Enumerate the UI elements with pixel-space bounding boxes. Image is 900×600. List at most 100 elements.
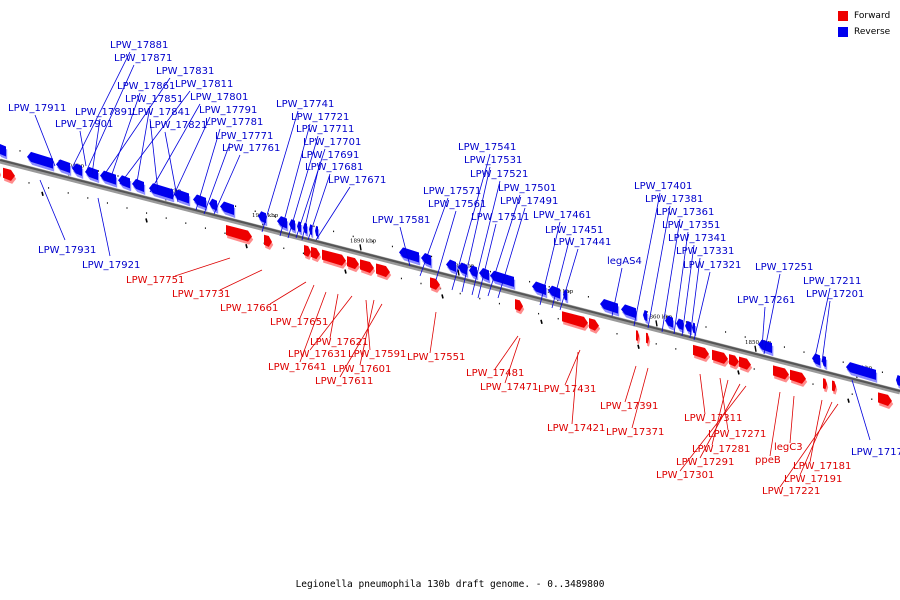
- leader-line: [763, 273, 781, 355]
- gene-label: LPW_17281: [692, 444, 750, 455]
- leader-line: [429, 311, 437, 354]
- gene-label: LPW_17341: [668, 233, 726, 244]
- tick-label: 1920 kbp: [58, 163, 85, 169]
- tick-label: 1860 kbp: [646, 314, 673, 320]
- gene-label: LPW_17581: [372, 215, 430, 226]
- gene-label: LPW_17741: [276, 99, 334, 110]
- gene-label: LPW_17541: [458, 142, 516, 153]
- leader-line: [504, 337, 521, 384]
- backbone-line: [0, 159, 900, 392]
- gene-label: LPW_17911: [8, 103, 66, 114]
- leader-line: [261, 110, 299, 233]
- gene-label: LPW_17481: [466, 368, 524, 379]
- leader-line: [174, 257, 231, 277]
- leader-line: [689, 257, 701, 339]
- leader-line: [195, 128, 221, 211]
- leader-line: [149, 118, 159, 193]
- reverse-gene: [458, 262, 467, 275]
- label-leader-lines: [34, 51, 871, 488]
- gene-label: LPW_17801: [190, 92, 248, 103]
- leader-line: [419, 197, 449, 277]
- leader-line: [661, 218, 681, 333]
- leader-line: [39, 179, 66, 241]
- gene-label: LPW_17551: [407, 352, 465, 363]
- gene-label: LPW_17821: [149, 120, 207, 131]
- gene-label: LPW_17831: [156, 66, 214, 77]
- map-caption: Legionella pneumophila 130b draft genome…: [295, 579, 605, 590]
- reverse-gene: [532, 281, 546, 296]
- legend-reverse-label: Reverse: [854, 27, 891, 37]
- leader-line: [213, 154, 241, 215]
- forward-swatch: [838, 11, 848, 21]
- reverse-gene: [132, 178, 144, 192]
- gene-label: LPW_17891: [75, 107, 133, 118]
- leader-line: [399, 226, 411, 267]
- leader-line: [679, 385, 747, 472]
- gene-label: LPW_17591: [348, 349, 406, 360]
- leader-line: [309, 295, 353, 351]
- reverse-gene: [258, 211, 266, 224]
- gene-label: LPW_17201: [806, 289, 864, 300]
- major-tick: [754, 345, 757, 352]
- leader-line: [307, 173, 331, 241]
- reverse-gene: [665, 315, 673, 328]
- forward-gene: [832, 380, 836, 392]
- forward-gene: [823, 378, 827, 390]
- leader-line: [559, 248, 579, 311]
- gene-label: LPW_17261: [737, 295, 795, 306]
- legend-forward: Forward: [838, 8, 890, 24]
- leader-line: [85, 64, 135, 173]
- leader-line: [461, 166, 491, 293]
- gene-label: LPW_17331: [676, 246, 734, 257]
- reverse-gene: [220, 201, 234, 216]
- leader-line: [477, 223, 497, 299]
- gene-label: legC3: [774, 442, 803, 453]
- leader-line: [494, 335, 519, 370]
- forward-gene: [712, 349, 728, 364]
- leader-line: [97, 197, 111, 257]
- gene-label: LPW_17531: [464, 155, 522, 166]
- gene-label: LPW_17851: [125, 94, 183, 105]
- forward-gene: [739, 356, 751, 370]
- leader-line: [769, 391, 781, 457]
- reverse-gene: [469, 265, 477, 278]
- leader-line: [551, 236, 571, 309]
- leader-line: [219, 269, 263, 291]
- major-tick: [655, 320, 658, 327]
- gene-label: LPW_17441: [553, 237, 611, 248]
- gene-label: LPW_17791: [199, 105, 257, 116]
- reverse-gene: [846, 362, 876, 380]
- gene-label: LPW_17751: [126, 275, 184, 286]
- gene-label: LPW_17921: [82, 260, 140, 271]
- reverse-gene: [822, 355, 826, 368]
- leader-line: [487, 194, 521, 297]
- leader-line: [821, 300, 831, 363]
- reverse-gene: [758, 339, 772, 354]
- leader-line: [435, 210, 457, 281]
- leader-line: [699, 373, 706, 415]
- gene-label: LPW_17641: [268, 362, 326, 373]
- gene-label: LPW_17611: [315, 376, 373, 387]
- reverse-gene: [315, 225, 318, 237]
- gene-label: LPW_17571: [423, 186, 481, 197]
- gene-label: LPW_17211: [803, 276, 861, 287]
- reverse-gene: [85, 166, 98, 181]
- minor-tick: [441, 294, 444, 299]
- reverse-gene: [297, 221, 301, 233]
- forward-gene: [430, 277, 440, 290]
- gene-label: LPW_17361: [656, 207, 714, 218]
- gene-label: LPW_17451: [545, 225, 603, 236]
- gene-label: ppeB: [755, 455, 781, 466]
- gene-label: LPW_17401: [634, 181, 692, 192]
- reverse-gene: [149, 183, 173, 200]
- gene-label: LPW_17811: [175, 79, 233, 90]
- minor-tick: [847, 398, 850, 403]
- forward-gene: [729, 354, 739, 367]
- forward-gene: [304, 245, 311, 257]
- forward-gene: [322, 249, 346, 266]
- minor-tick: [540, 319, 543, 325]
- gene-label: LPW_17391: [600, 401, 658, 412]
- gene-label: LPW_17681: [305, 162, 363, 173]
- forward-gene: [264, 234, 272, 247]
